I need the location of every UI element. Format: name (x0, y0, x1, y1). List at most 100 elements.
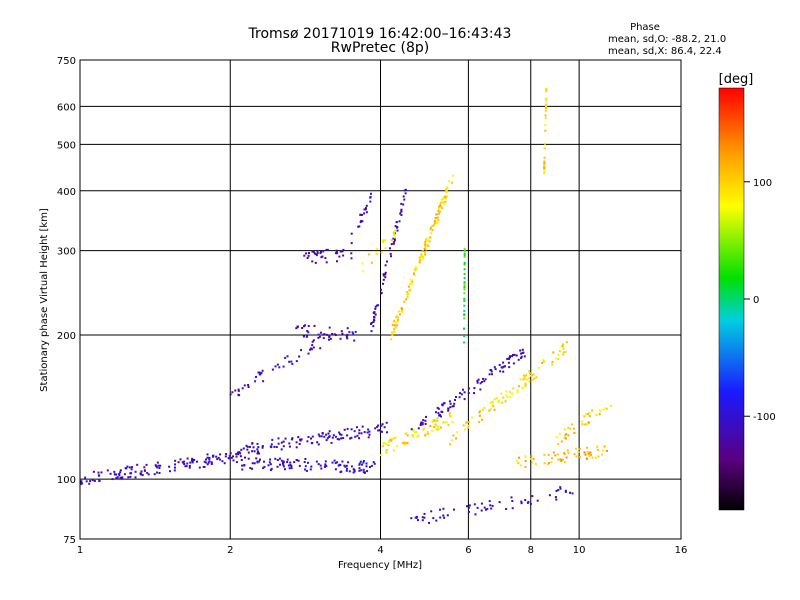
data-point (547, 463, 550, 466)
data-point (436, 419, 439, 422)
data-point (261, 369, 264, 372)
data-point (307, 254, 310, 257)
data-point (589, 451, 592, 454)
data-point (477, 378, 480, 381)
data-point (325, 433, 328, 436)
data-point (298, 443, 301, 445)
data-point (280, 459, 283, 462)
data-point (346, 467, 348, 470)
data-point (273, 445, 276, 448)
data-point (453, 508, 455, 511)
data-point (119, 471, 122, 474)
data-point (519, 464, 522, 467)
data-point (520, 352, 523, 355)
data-point (497, 401, 500, 403)
data-point (159, 464, 162, 467)
data-point (208, 456, 211, 459)
data-point (417, 519, 419, 522)
data-point (505, 508, 508, 510)
data-point (340, 433, 343, 436)
data-point (529, 502, 532, 505)
data-point (259, 458, 261, 461)
data-point (459, 392, 461, 395)
data-point (489, 401, 492, 404)
data-point (490, 507, 493, 510)
data-point (489, 408, 492, 411)
data-point (406, 295, 409, 298)
data-point (334, 252, 337, 255)
data-point (288, 360, 291, 363)
grid-lines (80, 60, 681, 539)
data-point (427, 245, 430, 248)
data-point (551, 360, 554, 363)
data-point (395, 316, 398, 319)
data-point (585, 423, 588, 426)
data-point (341, 332, 344, 335)
data-point (119, 469, 122, 472)
data-point (520, 500, 523, 503)
data-point (583, 451, 586, 454)
data-point (481, 380, 484, 383)
data-point (421, 257, 424, 260)
data-point (550, 461, 553, 464)
data-point (572, 427, 575, 430)
data-point (544, 116, 547, 119)
data-point (467, 387, 470, 390)
data-point (435, 213, 437, 216)
data-point (261, 446, 264, 449)
data-point (417, 427, 420, 430)
x-tick-label: 2 (227, 545, 233, 556)
data-point (488, 500, 491, 503)
data-point (329, 337, 332, 340)
data-point (483, 380, 486, 383)
data-point (498, 364, 501, 366)
data-point (543, 171, 546, 174)
data-point (362, 461, 365, 464)
data-point (463, 285, 466, 288)
data-point (308, 252, 310, 255)
data-point (89, 480, 92, 483)
data-point (338, 255, 341, 258)
data-point (121, 477, 123, 480)
data-point (392, 231, 395, 234)
data-point (340, 470, 343, 473)
data-point (282, 440, 285, 443)
data-point (483, 406, 486, 409)
data-point (339, 433, 342, 436)
data-point (400, 214, 403, 216)
data-point (543, 169, 546, 172)
data-point (286, 458, 289, 461)
data-point (254, 380, 257, 383)
data-point (507, 358, 510, 360)
data-point (562, 351, 565, 354)
data-point (143, 469, 146, 472)
data-point (393, 330, 396, 333)
data-point (208, 458, 211, 461)
data-point (414, 269, 417, 272)
data-point (340, 330, 343, 333)
data-point (393, 233, 396, 236)
data-point (518, 456, 521, 459)
data-point (390, 255, 392, 258)
data-point (401, 442, 404, 445)
data-point (312, 339, 315, 342)
data-point (287, 464, 290, 467)
data-point (441, 197, 444, 200)
data-point (333, 333, 336, 336)
data-point (563, 461, 566, 463)
data-point (286, 355, 289, 358)
data-point (424, 251, 426, 254)
data-point (400, 307, 403, 310)
data-point (269, 469, 272, 471)
data-point (350, 242, 353, 245)
data-point (569, 491, 571, 494)
data-point (476, 380, 479, 382)
data-point (594, 413, 597, 416)
data-point (528, 370, 531, 373)
data-point (141, 474, 144, 477)
data-point (448, 180, 451, 183)
data-point (486, 507, 489, 510)
data-point (528, 372, 531, 375)
data-point (293, 461, 296, 464)
data-point (396, 226, 399, 228)
